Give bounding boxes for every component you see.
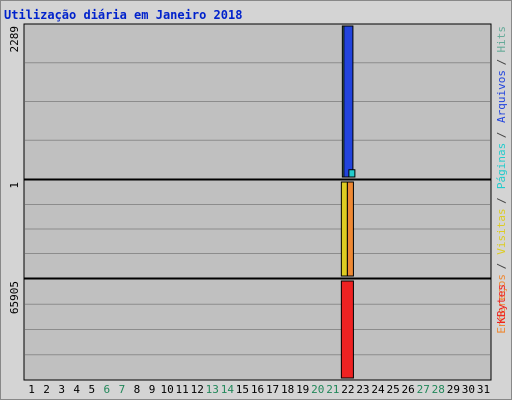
x-tick-label: 30 [462,383,475,396]
y-axis-max-label: 1 [8,182,21,189]
legend-item-páginas: Páginas [495,143,508,189]
x-tick-label: 31 [477,383,490,396]
legend-item-kbytes: KBytes [495,284,508,324]
legend-separator: / [495,59,508,66]
x-tick-label: 5 [88,383,95,396]
bars-layer [341,26,355,378]
x-tick-label: 29 [447,383,460,396]
x-tick-label: 24 [371,383,385,396]
x-tick-label: 18 [281,383,294,396]
legend-item-hits: Hits [495,26,508,53]
bar-arquivos-day-22 [344,26,353,177]
legend: Hits/Arquivos/Páginas/Visitas/EndereçosK… [495,26,508,334]
x-tick-label: 21 [326,383,339,396]
x-tick-label: 1 [28,383,35,396]
x-tick-label: 15 [236,383,249,396]
panel-kbytes: 65905 [8,279,491,380]
x-tick-label: 11 [176,383,189,396]
panel-hits-files-pages: 2289 [8,24,491,179]
legend-item-visitas: Visitas [495,208,508,254]
x-tick-label: 14 [221,383,235,396]
bar-kbytes-day-22 [341,281,353,378]
x-tick-label: 9 [149,383,156,396]
y-axis-max-label: 65905 [8,281,21,314]
x-tick-label: 2 [43,383,50,396]
x-tick-label: 6 [104,383,111,396]
bar-visitas-day-22 [341,182,347,276]
x-tick-label: 4 [73,383,80,396]
legend-item-arquivos: Arquivos [495,70,508,123]
x-tick-label: 17 [266,383,279,396]
x-tick-label: 12 [191,383,204,396]
legend-separator: / [495,263,508,270]
x-tick-label: 26 [402,383,415,396]
chart-title: Utilização diária em Janeiro 2018 [4,8,242,22]
x-tick-label: 20 [311,383,324,396]
panels-layer: 2289 1 65905 [8,24,491,380]
legend-separator: / [495,132,508,139]
x-tick-label: 7 [119,383,126,396]
x-tick-label: 28 [432,383,445,396]
x-tick-label: 27 [417,383,430,396]
panel-visits-addresses: 1 [8,180,491,278]
x-tick-label: 13 [206,383,219,396]
bar-páginas-day-22 [349,170,355,177]
x-tick-label: 16 [251,383,264,396]
x-tick-label: 22 [341,383,354,396]
bar-endereços-day-22 [347,182,353,276]
x-tick-label: 23 [356,383,369,396]
y-axis-max-label: 2289 [8,26,21,53]
x-tick-label: 25 [386,383,399,396]
x-tick-label: 10 [160,383,173,396]
x-tick-label: 8 [134,383,141,396]
x-tick-label: 3 [58,383,65,396]
x-tick-label: 19 [296,383,309,396]
legend-separator: / [495,197,508,204]
